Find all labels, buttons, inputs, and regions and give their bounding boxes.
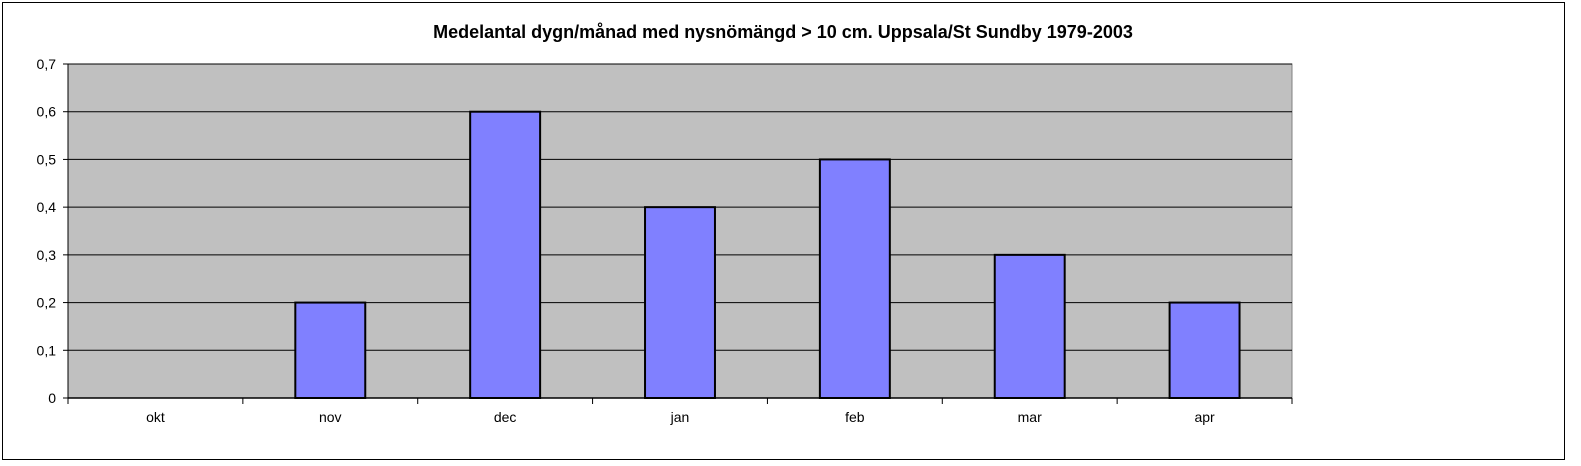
y-tick-label: 0,4 <box>37 199 57 215</box>
y-tick-label: 0,6 <box>37 104 57 120</box>
bar-feb <box>818 158 891 399</box>
y-tick-label: 0,1 <box>37 342 57 358</box>
y-tick-label: 0,7 <box>37 56 57 72</box>
y-tick-label: 0,5 <box>37 151 57 167</box>
x-tick-label: mar <box>1018 409 1042 425</box>
x-tick-label: nov <box>319 409 342 425</box>
bar-dec <box>469 110 542 399</box>
x-tick-labels: okt nov dec jan feb mar apr <box>146 409 1215 425</box>
y-tick-label: 0,2 <box>37 295 57 311</box>
bar-jan <box>644 206 716 399</box>
bar-apr <box>1168 301 1241 400</box>
chart-title: Medelantal dygn/månad med nysnömängd > 1… <box>433 22 1133 42</box>
y-tick-label: 0,3 <box>37 247 57 263</box>
x-tick-label: dec <box>494 409 517 425</box>
bar-mar <box>993 253 1066 399</box>
y-tick-label: 0 <box>48 390 56 406</box>
x-tick-label: feb <box>845 409 865 425</box>
x-tick-label: okt <box>146 409 165 425</box>
x-tick-label: jan <box>670 409 690 425</box>
y-tick-labels: 0 0,1 0,2 0,3 0,4 0,5 0,6 0,7 <box>37 56 57 406</box>
bars <box>294 110 1241 400</box>
x-tick-label: apr <box>1194 409 1215 425</box>
bar-nov <box>294 301 367 400</box>
axes <box>63 63 1293 404</box>
